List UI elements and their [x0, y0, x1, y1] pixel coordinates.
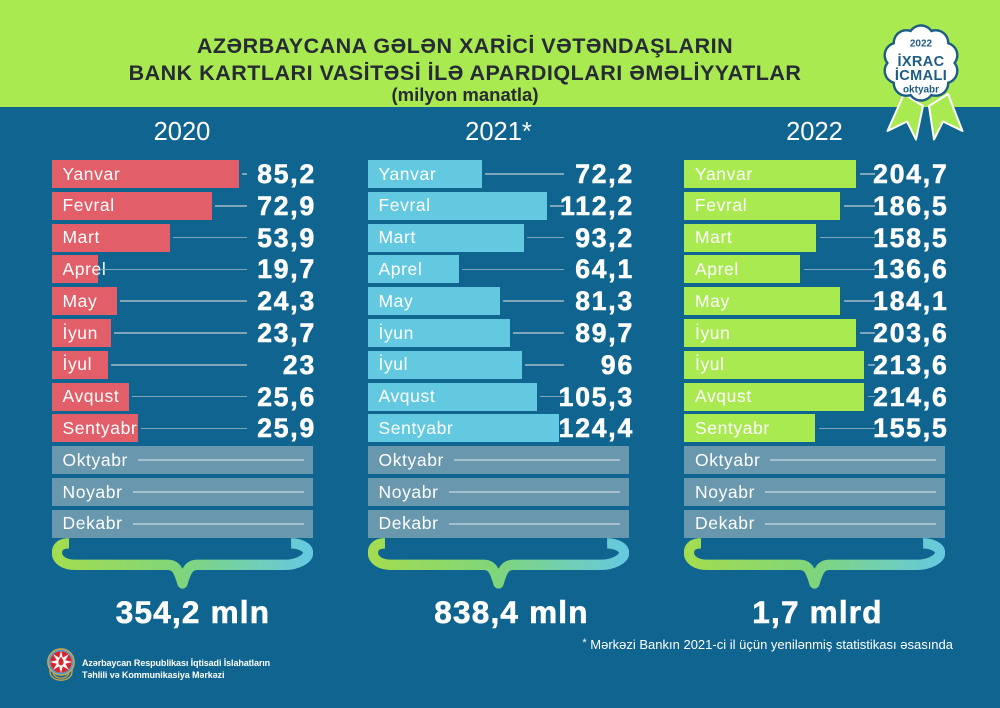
svg-text:2022: 2022: [910, 39, 933, 50]
svg-text:İCMALI: İCMALI: [895, 67, 947, 84]
svg-text:oktyabr: oktyabr: [903, 85, 939, 96]
svg-text:İXRAC: İXRAC: [897, 53, 944, 70]
